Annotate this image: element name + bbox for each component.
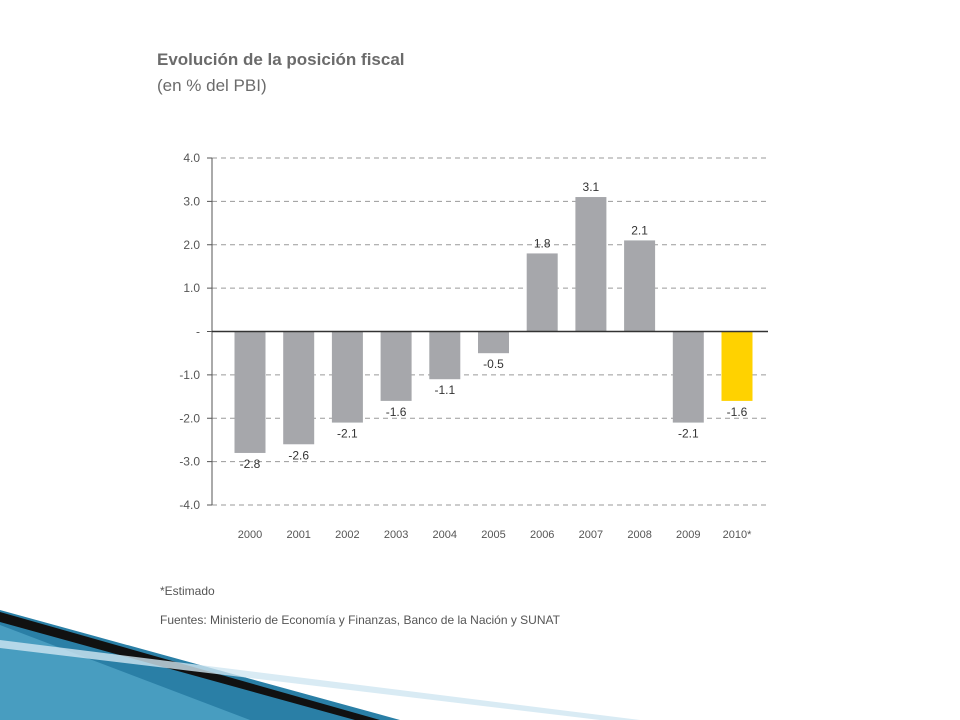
y-tick-label: -3.0 [179, 455, 200, 469]
bar-value-label: -2.6 [288, 448, 309, 462]
x-tick-label: 2008 [627, 529, 651, 541]
y-tick-label: 2.0 [183, 238, 200, 252]
x-tick-label: 2006 [530, 529, 554, 541]
bar [380, 331, 412, 401]
x-tick-label: 2005 [481, 529, 505, 541]
estimate-note: *Estimado [160, 584, 215, 598]
bar-value-label: -2.1 [678, 427, 699, 441]
y-tick-label: 3.0 [183, 194, 200, 208]
bar [234, 331, 266, 453]
bar [721, 331, 753, 401]
decoration-light-band [0, 640, 640, 720]
y-tick-label: -1.0 [179, 368, 200, 382]
x-tick-label: 2007 [579, 529, 603, 541]
x-tick-label: 2001 [286, 529, 310, 541]
source-note: Fuentes: Ministerio de Economía y Finanz… [160, 613, 560, 627]
x-tick-label: 2000 [238, 529, 262, 541]
bar [429, 331, 461, 380]
bar [526, 253, 558, 332]
bar-value-label: -1.6 [386, 405, 407, 419]
x-tick-label: 2010* [723, 529, 752, 541]
y-tick-label: - [196, 325, 200, 339]
y-tick-label: -2.0 [179, 411, 200, 425]
y-tick-label: 1.0 [183, 281, 200, 295]
bar [575, 197, 607, 332]
bar-value-label: -0.5 [483, 357, 504, 371]
bar-value-label: -2.8 [240, 457, 261, 471]
chart-subtitle: (en % del PBI) [157, 76, 267, 95]
bar-value-label: -1.1 [434, 383, 455, 397]
bar-value-label: 1.8 [534, 236, 551, 250]
bar-value-label: 3.1 [583, 180, 600, 194]
x-tick-label: 2002 [335, 529, 359, 541]
bar [283, 331, 315, 445]
bar-value-label: 2.1 [631, 223, 648, 237]
bar [624, 240, 656, 332]
bar-value-label: -1.6 [727, 405, 748, 419]
chart-title: Evolución de la posición fiscal [157, 50, 405, 69]
bar [331, 331, 363, 423]
y-tick-label: 4.0 [183, 151, 200, 165]
x-tick-label: 2003 [384, 529, 408, 541]
bar-value-label: -2.1 [337, 427, 358, 441]
x-tick-label: 2004 [433, 529, 457, 541]
bar [672, 331, 704, 423]
x-tick-label: 2009 [676, 529, 700, 541]
y-tick-label: -4.0 [179, 498, 200, 512]
bar [478, 331, 509, 354]
